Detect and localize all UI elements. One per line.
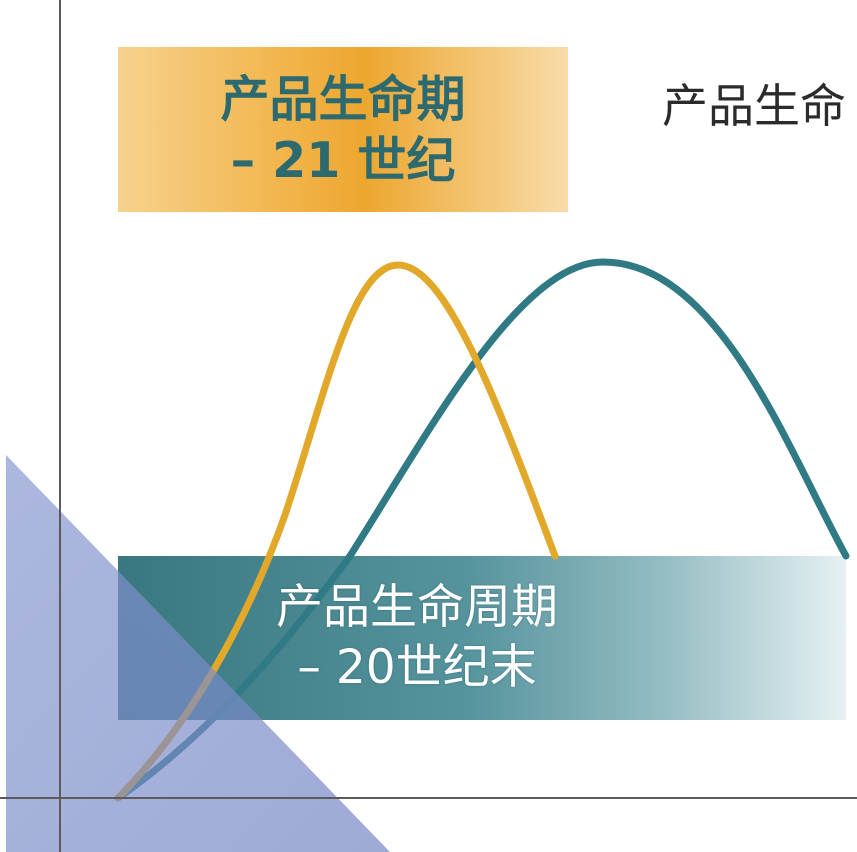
curve-20th-century [114,258,850,802]
curve-21st-century [114,261,559,802]
orange-band [118,47,568,212]
triangle-overlay [6,455,390,852]
